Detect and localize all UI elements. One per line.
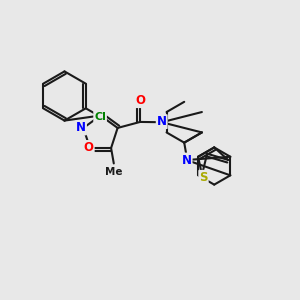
Text: O: O <box>84 141 94 154</box>
Text: O: O <box>135 94 145 107</box>
Text: N: N <box>157 115 167 128</box>
Text: Me: Me <box>105 167 122 177</box>
Text: S: S <box>199 171 208 184</box>
Text: N: N <box>76 122 86 134</box>
Text: N: N <box>182 154 192 166</box>
Text: Cl: Cl <box>94 112 106 122</box>
